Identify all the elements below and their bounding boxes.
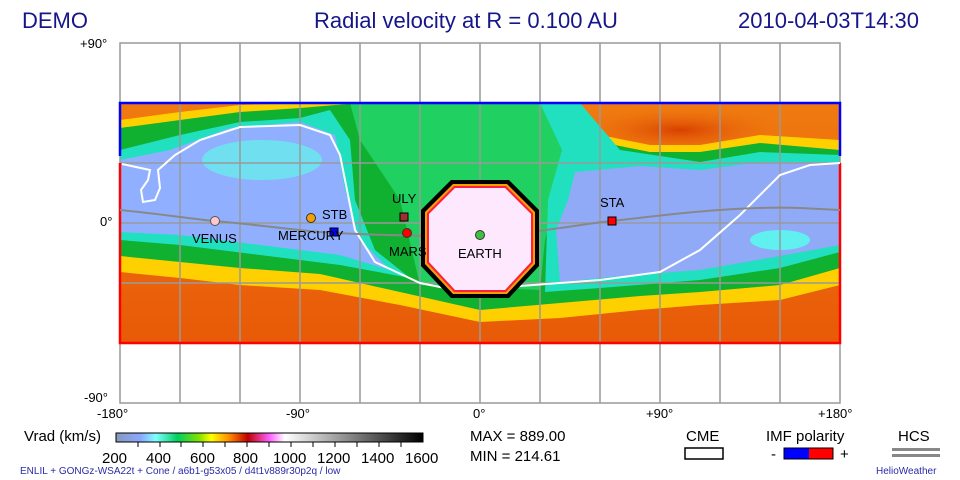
cbar-tick-1000: 1000	[273, 450, 307, 467]
x-tick-minus180: -180°	[97, 406, 129, 421]
y-tick-minus90: -90°	[84, 390, 108, 405]
stb-label: STB	[322, 207, 348, 222]
hcs-legend-label: HCS	[898, 428, 930, 445]
cme-legend-swatch	[684, 447, 724, 460]
earth-label: EARTH	[458, 246, 502, 261]
x-tick-plus180: +180°	[818, 406, 853, 421]
cbar-tick-600: 600	[190, 450, 216, 467]
cbar-tick-800: 800	[233, 450, 259, 467]
mars-label: MARS	[389, 244, 427, 259]
imf-swatch-border	[783, 447, 834, 460]
y-tick-0: 0°	[100, 214, 113, 229]
x-tick-minus90: -90°	[286, 406, 310, 421]
venus-marker	[210, 216, 220, 226]
imf-plus-label: +	[840, 446, 849, 463]
venus-label: VENUS	[192, 231, 237, 246]
datetime: 2010-04-03T14:30	[738, 8, 920, 33]
mercury-label: MERCURY	[278, 228, 344, 243]
demo-label: DEMO	[22, 8, 88, 33]
hcs-line	[121, 123, 841, 295]
max-value: MAX = 889.00	[470, 428, 566, 445]
hcs-legend-line-1	[892, 448, 940, 451]
colorbar-label: Vrad (km/s)	[24, 428, 101, 445]
min-value: MIN = 214.61	[470, 448, 561, 465]
y-tick-plus90: +90°	[80, 36, 108, 51]
imf-minus-label: -	[771, 446, 776, 463]
colorbar	[115, 432, 424, 443]
cbar-tick-400: 400	[146, 450, 172, 467]
mercury-marker	[306, 213, 316, 223]
imf-legend-label: IMF polarity	[766, 428, 845, 445]
x-tick-0: 0°	[473, 406, 486, 421]
cbar-tick-1400: 1400	[361, 450, 395, 467]
cbar-tick-200: 200	[102, 450, 128, 467]
sta-marker	[607, 216, 617, 226]
x-tick-plus90: +90°	[646, 406, 674, 421]
model-credit: ENLIL + GONGz-WSA22t + Cone / a6b1-g53x0…	[20, 466, 341, 477]
imf-polarity-border	[118, 101, 842, 345]
imf-plus-swatch	[809, 448, 833, 459]
stb-marker	[329, 227, 339, 237]
imf-minus-swatch	[784, 448, 809, 459]
cme-legend-label: CME	[686, 428, 720, 445]
mars-marker	[402, 228, 412, 238]
sta-label: STA	[600, 195, 625, 210]
chart-title: Radial velocity at R = 0.100 AU	[314, 8, 618, 33]
uly-label: ULY	[392, 191, 417, 206]
hcs-legend-line-2	[892, 454, 940, 457]
colorbar-ticks	[137, 442, 402, 447]
cbar-tick-1200: 1200	[317, 450, 351, 467]
uly-marker	[399, 212, 409, 222]
brand-label: HelioWeather	[876, 466, 937, 477]
cbar-tick-1600: 1600	[405, 450, 439, 467]
earth-marker	[475, 230, 485, 240]
